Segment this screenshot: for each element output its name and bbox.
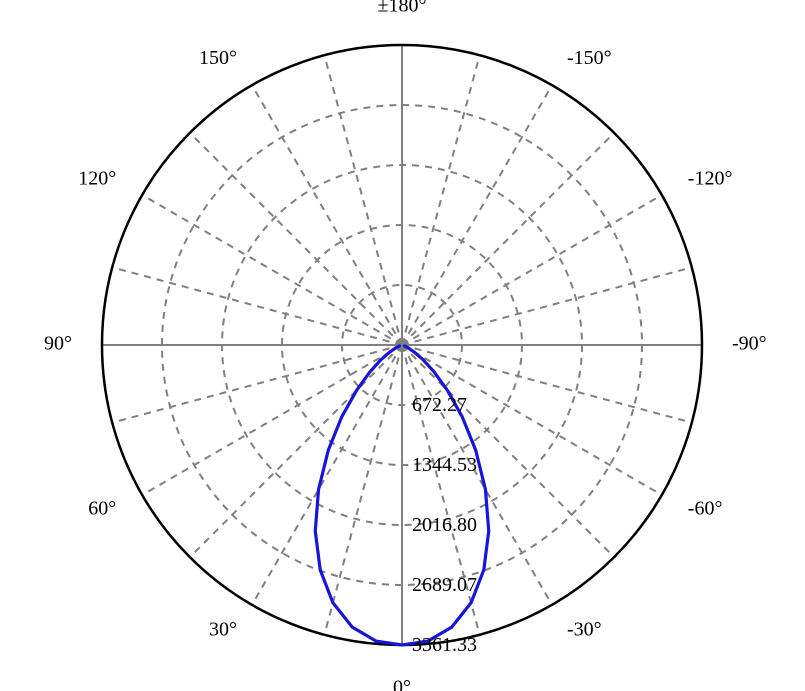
angle-label: 60° — [88, 498, 116, 520]
angle-label: 90° — [44, 333, 72, 355]
angle-label: 0° — [393, 677, 411, 691]
angle-label: 120° — [78, 168, 116, 190]
radial-label: 3361.33 — [412, 634, 477, 656]
radial-label: 2016.80 — [412, 514, 477, 536]
radial-label: 2689.07 — [412, 574, 477, 596]
radial-label: 1344.53 — [412, 454, 477, 476]
polar-svg: ±180° -150° -120° -90° -60° -30° 0° 30° 60° 90° 12… — [0, 0, 805, 691]
angle-label: -120° — [688, 168, 733, 190]
angle-label: -30° — [567, 618, 602, 640]
polar-chart: ±180° -150° -120° -90° -60° -30° 0° 30° 60° 90° 12… — [0, 0, 805, 691]
angle-label: 150° — [199, 47, 237, 69]
angle-label: -60° — [688, 498, 723, 520]
angle-label: 30° — [209, 618, 237, 640]
angle-label: -150° — [567, 47, 612, 69]
radial-label: 672.27 — [412, 394, 467, 416]
angle-label: ±180° — [378, 0, 427, 17]
angle-label: -90° — [732, 333, 767, 355]
